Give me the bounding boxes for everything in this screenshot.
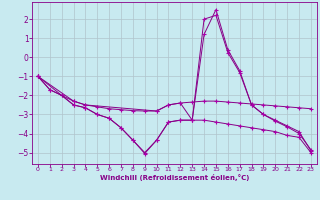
X-axis label: Windchill (Refroidissement éolien,°C): Windchill (Refroidissement éolien,°C) <box>100 174 249 181</box>
